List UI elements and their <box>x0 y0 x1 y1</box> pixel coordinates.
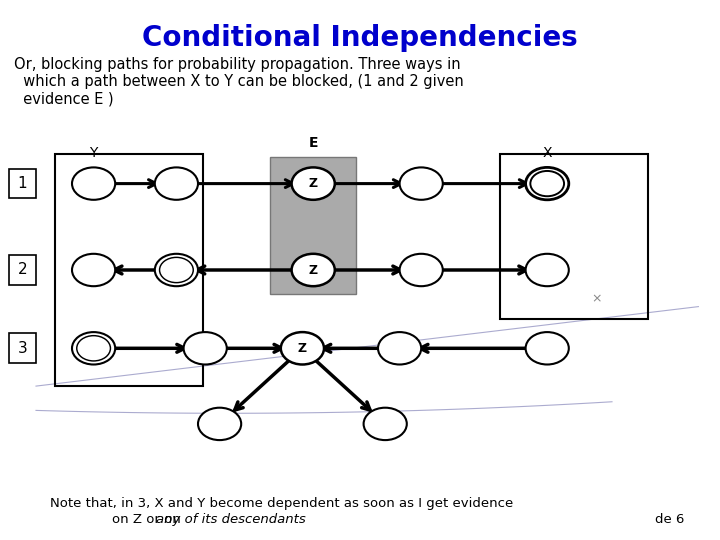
Circle shape <box>526 254 569 286</box>
Circle shape <box>198 408 241 440</box>
Circle shape <box>400 254 443 286</box>
Circle shape <box>77 336 110 361</box>
Circle shape <box>155 167 198 200</box>
Text: Or, blocking paths for probability propagation. Three ways in
  which a path bet: Or, blocking paths for probability propa… <box>14 57 464 106</box>
Text: ×: × <box>591 292 602 305</box>
Circle shape <box>184 332 227 365</box>
Bar <box>55 154 203 386</box>
Text: on Z or on: on Z or on <box>112 513 184 526</box>
Bar <box>500 154 648 319</box>
Circle shape <box>364 408 407 440</box>
Bar <box>9 168 36 198</box>
Text: Z: Z <box>309 177 318 190</box>
Circle shape <box>72 332 115 365</box>
Circle shape <box>526 167 569 200</box>
Text: any of its descendants: any of its descendants <box>156 513 306 526</box>
Text: 3: 3 <box>17 341 27 356</box>
Circle shape <box>160 258 193 282</box>
Text: Conditional Independencies: Conditional Independencies <box>142 24 578 52</box>
Circle shape <box>292 254 335 286</box>
Text: Y: Y <box>89 146 98 160</box>
Circle shape <box>378 332 421 365</box>
Circle shape <box>281 332 324 365</box>
Circle shape <box>292 167 335 200</box>
Text: E: E <box>308 136 318 150</box>
Circle shape <box>400 167 443 200</box>
Circle shape <box>155 254 198 286</box>
Circle shape <box>72 254 115 286</box>
Text: 2: 2 <box>17 262 27 278</box>
Text: Z: Z <box>298 342 307 355</box>
Circle shape <box>531 171 564 196</box>
Text: de 6: de 6 <box>655 513 685 526</box>
Circle shape <box>526 332 569 365</box>
Text: Note that, in 3, X and Y become dependent as soon as I get evidence: Note that, in 3, X and Y become dependen… <box>50 497 513 510</box>
Circle shape <box>72 167 115 200</box>
Bar <box>9 255 36 285</box>
Bar <box>270 157 356 294</box>
Bar <box>9 334 36 363</box>
Text: X: X <box>542 146 552 160</box>
Text: Z: Z <box>309 264 318 276</box>
Text: 1: 1 <box>17 176 27 191</box>
